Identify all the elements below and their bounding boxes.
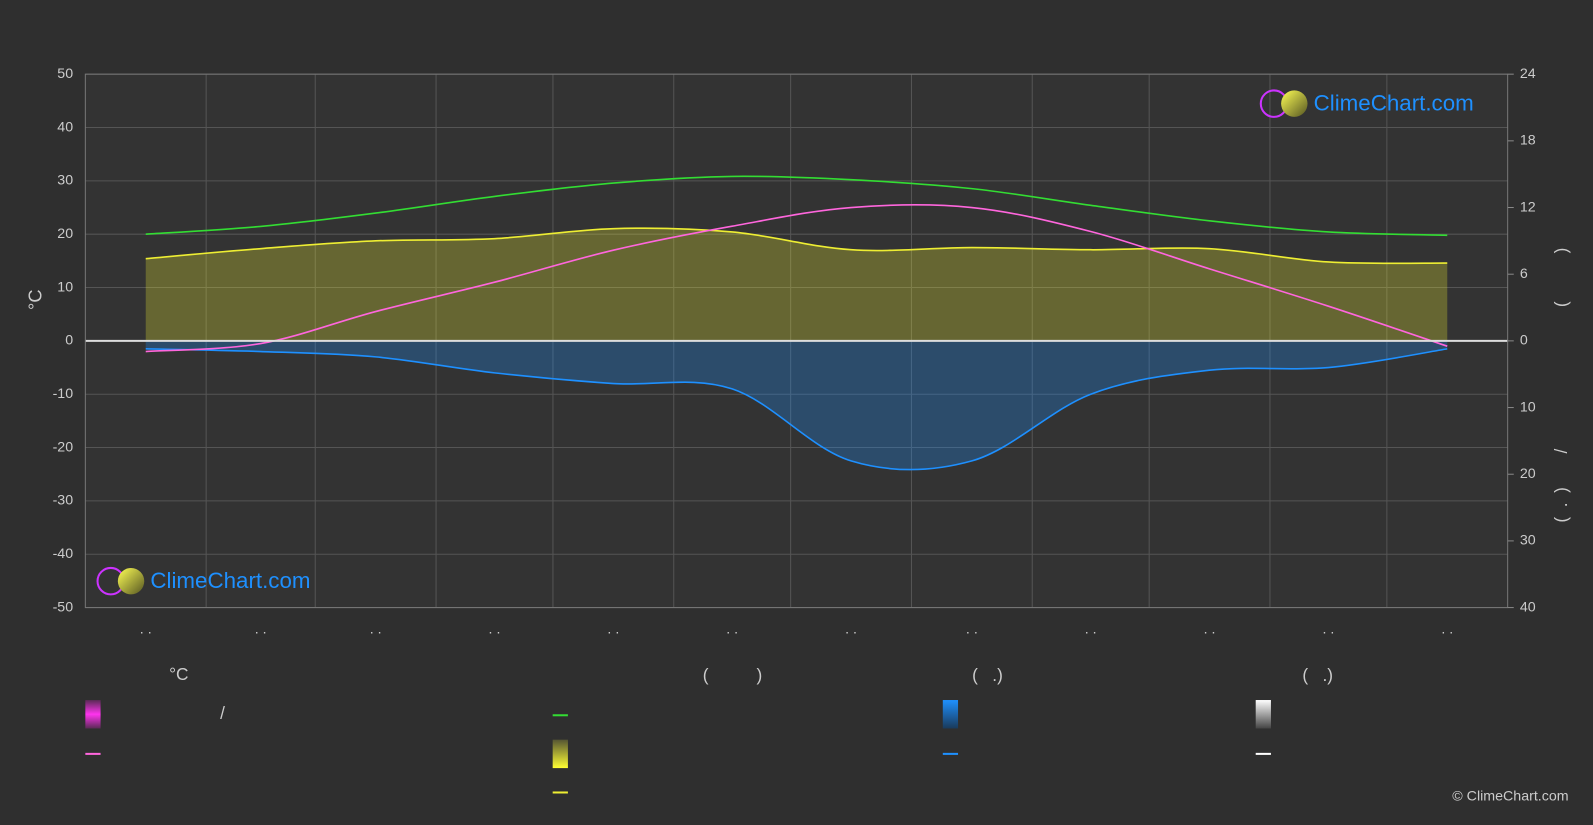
- logo-text: ClimeChart.com: [150, 568, 310, 593]
- y-tick-label: 50: [57, 66, 73, 82]
- legend-swatch: [552, 739, 568, 769]
- legend-heading: ( .): [972, 665, 1003, 685]
- y-tick-label: 40: [57, 119, 73, 135]
- x-tick-label: . .: [726, 622, 738, 638]
- y-tick-label: -40: [53, 546, 74, 562]
- y-axis-title: °C: [24, 289, 45, 310]
- legend-heading: °C: [169, 664, 188, 684]
- logo-sun: [117, 567, 145, 595]
- y2-tick-label: 12: [1520, 199, 1536, 215]
- series-line: [145, 227, 1448, 265]
- x-tick-label: . .: [966, 622, 978, 638]
- series-line: [145, 204, 1448, 353]
- y2-tick-label: 0: [1520, 333, 1528, 349]
- y3-tick-label: 10: [1520, 399, 1536, 415]
- x-tick-label: . .: [1322, 622, 1334, 638]
- legend-swatch: [1255, 700, 1271, 729]
- x-tick-label: . .: [1085, 622, 1097, 638]
- y-tick-label: -10: [53, 386, 74, 402]
- x-tick-label: . .: [489, 622, 501, 638]
- copyright: © ClimeChart.com: [1452, 788, 1568, 804]
- y3-tick-label: 30: [1520, 533, 1536, 549]
- x-tick-label: . .: [1204, 622, 1216, 638]
- y-tick-label: -30: [53, 493, 74, 509]
- y-tick-label: 10: [57, 279, 73, 295]
- x-tick-label: . .: [1441, 622, 1453, 638]
- logo-bottom: ClimeChart.com: [96, 566, 311, 596]
- y2-tick-label: 24: [1520, 66, 1536, 82]
- y2-tick-label: 18: [1520, 133, 1536, 149]
- logo-text: ClimeChart.com: [1314, 91, 1474, 116]
- series-line: [145, 175, 1448, 237]
- x-tick-label: . .: [370, 622, 382, 638]
- legend-separator: /: [220, 703, 225, 723]
- y3-tick-label: 20: [1520, 466, 1536, 482]
- legend-heading: ( ): [703, 665, 762, 685]
- x-tick-label: . .: [845, 622, 857, 638]
- logo-top: ClimeChart.com: [1259, 89, 1474, 118]
- y-tick-label: 20: [57, 226, 73, 242]
- y-tick-label: 0: [65, 333, 73, 349]
- plot: [85, 73, 1508, 609]
- logo-sun: [1281, 90, 1308, 117]
- legend-swatch: [942, 700, 959, 729]
- legend-swatch: [85, 700, 101, 729]
- x-tick-label: . .: [255, 622, 267, 638]
- y2-axis-title: ( ): [1551, 248, 1571, 307]
- y-tick-label: -50: [53, 599, 74, 615]
- series-line: [145, 348, 1448, 471]
- y3-axis-title: ( . ) /: [1551, 449, 1571, 523]
- y3-tick-label: 40: [1520, 599, 1536, 615]
- series-area: [145, 340, 1448, 470]
- y-tick-label: -20: [53, 439, 74, 455]
- x-tick-label: . .: [607, 622, 619, 638]
- legend-heading: ( .): [1302, 665, 1333, 685]
- y-tick-label: 30: [57, 173, 73, 189]
- x-tick-label: . .: [140, 622, 152, 638]
- y2-tick-label: 6: [1520, 266, 1528, 282]
- series-area: [145, 228, 1448, 341]
